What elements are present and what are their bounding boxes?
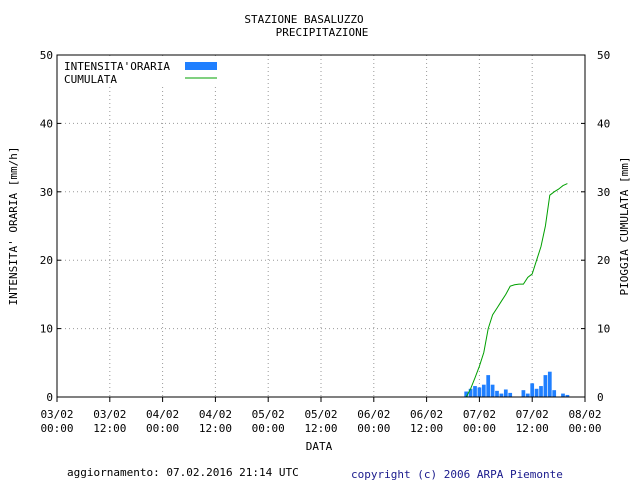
intensity-bars xyxy=(464,371,570,397)
intensity-bar xyxy=(539,386,543,397)
intensity-bar xyxy=(552,390,557,397)
y-axis-label-right: PIOGGIA CUMULATA [mm] xyxy=(618,156,631,295)
intensity-bar xyxy=(503,389,508,397)
x-tick-time: 00:00 xyxy=(357,422,390,435)
intensity-bar xyxy=(521,390,526,397)
copyright-notice: copyright (c) 2006 ARPA Piemonte xyxy=(351,468,563,480)
y-tick-label-right: 0 xyxy=(597,391,604,404)
intensity-bar xyxy=(473,386,477,397)
x-tick-date: 07/02 xyxy=(463,408,496,421)
x-tick-date: 08/02 xyxy=(568,408,601,421)
x-tick-time: 00:00 xyxy=(146,422,179,435)
intensity-bar xyxy=(495,390,499,397)
x-tick-date: 07/02 xyxy=(516,408,549,421)
x-tick-date: 03/02 xyxy=(93,408,126,421)
x-tick-time: 00:00 xyxy=(463,422,496,435)
intensity-bar xyxy=(464,391,469,397)
update-timestamp: aggiornamento: 07.02.2016 21:14 UTC xyxy=(67,466,299,479)
x-axis-label: DATA xyxy=(306,440,333,453)
intensity-bar xyxy=(525,393,530,397)
legend-line-label: CUMULATA xyxy=(64,73,117,86)
chart-subtitle: PRECIPITAZIONE xyxy=(276,26,369,39)
intensity-bar xyxy=(477,387,482,397)
legend-bar-swatch xyxy=(185,62,217,70)
y-axis-label-left: INTENSITA' ORARIA [mm/h] xyxy=(7,147,20,306)
x-tick-date: 03/02 xyxy=(40,408,73,421)
y-tick-label-left: 20 xyxy=(40,254,53,267)
x-tick-time: 12:00 xyxy=(199,422,232,435)
intensity-bar xyxy=(543,375,548,397)
left-axis-ticks: 0 10 20 30 40 50 xyxy=(40,49,61,404)
x-tick-time: 12:00 xyxy=(304,422,337,435)
x-tick-time: 00:00 xyxy=(252,422,285,435)
cumulative-line xyxy=(57,183,568,398)
x-axis-ticks: 03/0200:0003/0212:0004/0200:0004/0212:00… xyxy=(40,397,602,435)
legend-bar-label: INTENSITA'ORARIA xyxy=(64,60,170,73)
intensity-bar xyxy=(561,393,565,397)
intensity-bar xyxy=(530,383,535,397)
y-tick-label-right: 10 xyxy=(597,323,610,336)
intensity-bar xyxy=(547,371,552,397)
intensity-bar xyxy=(490,384,495,397)
x-tick-time: 12:00 xyxy=(410,422,443,435)
y-tick-label-left: 0 xyxy=(46,391,53,404)
grid-lines xyxy=(57,55,585,397)
x-tick-time: 12:00 xyxy=(93,422,126,435)
x-tick-time: 12:00 xyxy=(516,422,549,435)
x-tick-date: 05/02 xyxy=(252,408,285,421)
intensity-bar xyxy=(499,393,504,397)
intensity-bar xyxy=(481,384,486,397)
x-tick-date: 06/02 xyxy=(410,408,443,421)
x-tick-date: 04/02 xyxy=(146,408,179,421)
x-tick-date: 06/02 xyxy=(357,408,390,421)
y-tick-label-right: 30 xyxy=(597,186,610,199)
y-tick-label-right: 40 xyxy=(597,117,610,130)
y-tick-label-left: 40 xyxy=(40,117,53,130)
y-tick-label-left: 30 xyxy=(40,186,53,199)
x-tick-date: 05/02 xyxy=(304,408,337,421)
x-tick-date: 04/02 xyxy=(199,408,232,421)
intensity-bar xyxy=(486,375,491,397)
chart-title: STAZIONE BASALUZZO xyxy=(244,13,363,26)
intensity-bar xyxy=(468,388,473,397)
y-tick-label-left: 10 xyxy=(40,323,53,336)
y-tick-label-right: 50 xyxy=(597,49,610,62)
legend: INTENSITA'ORARIA CUMULATA xyxy=(61,59,221,87)
intensity-bar xyxy=(534,388,539,397)
x-tick-time: 00:00 xyxy=(568,422,601,435)
x-tick-time: 00:00 xyxy=(40,422,73,435)
y-tick-label-right: 20 xyxy=(597,254,610,267)
intensity-bar xyxy=(565,394,570,397)
right-axis-ticks: 0 10 20 30 40 50 xyxy=(581,49,610,404)
intensity-bar xyxy=(508,392,513,397)
y-tick-label-left: 50 xyxy=(40,49,53,62)
